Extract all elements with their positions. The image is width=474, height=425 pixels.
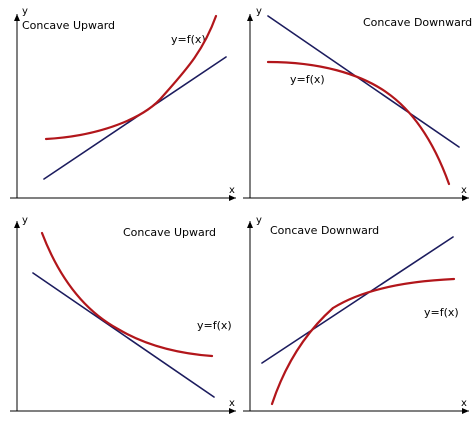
panel-title: Concave Upward <box>123 226 216 239</box>
panel-top-right: y x Concave Downward y=f(x) <box>243 6 472 201</box>
x-axis-label: x <box>461 185 467 196</box>
panel-top-left: y x Concave Upward y=f(x) <box>10 6 236 201</box>
panel-bottom-left: y x Concave Upward y=f(x) <box>10 215 236 414</box>
x-axis-label: x <box>461 398 467 409</box>
y-axis-label: y <box>256 215 262 226</box>
panel-title: Concave Downward <box>363 16 472 29</box>
x-axis-label: x <box>229 185 235 196</box>
curve <box>266 60 451 186</box>
y-axis-label: y <box>22 215 28 226</box>
curve <box>270 277 456 406</box>
panel-title: Concave Downward <box>270 224 379 237</box>
y-axis-label: y <box>22 6 28 17</box>
tangent-line <box>261 236 454 364</box>
curve <box>40 231 214 358</box>
function-label: y=f(x) <box>290 73 325 86</box>
x-axis-label: x <box>229 398 235 409</box>
function-label: y=f(x) <box>197 319 232 332</box>
function-label: y=f(x) <box>171 33 206 46</box>
panel-bottom-right: y x Concave Downward y=f(x) <box>243 215 469 414</box>
tangent-line <box>267 15 460 148</box>
y-axis-label: y <box>256 6 262 17</box>
panel-title: Concave Upward <box>22 19 115 32</box>
tangent-line <box>32 272 215 398</box>
function-label: y=f(x) <box>424 306 459 319</box>
curve <box>44 14 218 141</box>
